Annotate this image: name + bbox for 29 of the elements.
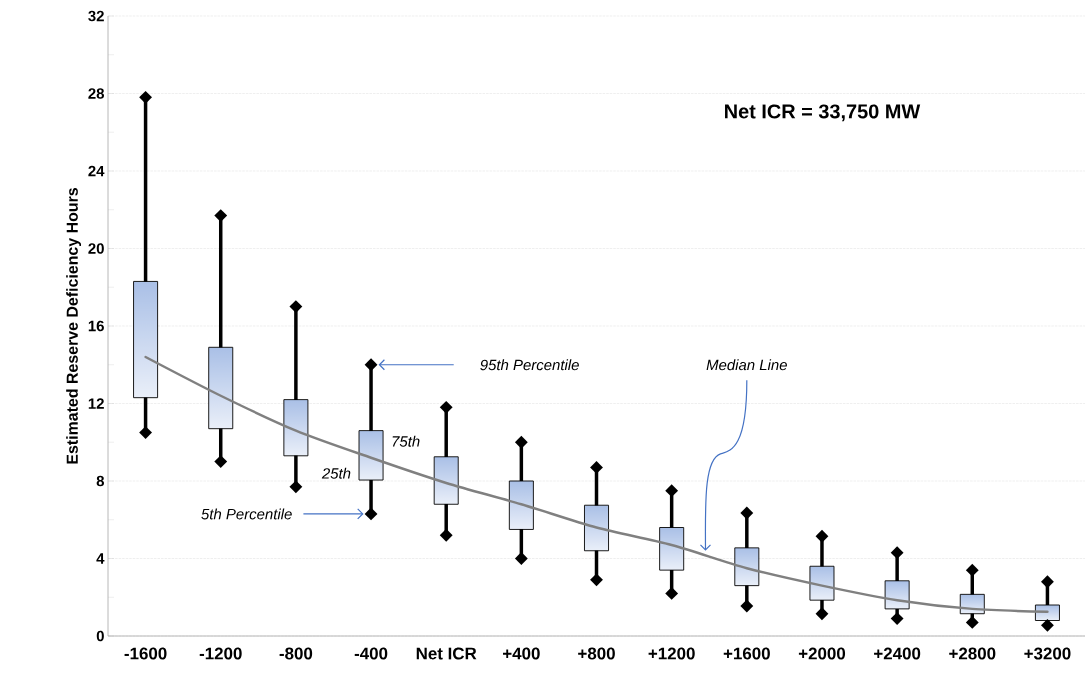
annotation: Net ICR = 33,750 MW <box>725 104 921 122</box>
x-tick-label: -800 <box>279 647 313 660</box>
annotation: 75th <box>392 435 420 447</box>
x-tick-label: +2000 <box>798 647 846 660</box>
x-tick-label: +3200 <box>1024 647 1071 660</box>
y-tick-label: 0 <box>96 630 104 642</box>
x-tick-label: -1600 <box>124 647 167 660</box>
y-tick-label: 28 <box>88 88 105 99</box>
x-tick-label: Net ICR <box>416 647 477 660</box>
x-tick-label: +2400 <box>874 647 921 660</box>
y-axis-title: Estimated Reserve Deficiency Hours <box>66 188 82 464</box>
y-tick-label: 12 <box>88 398 104 409</box>
y-tick-label: 4 <box>96 553 105 564</box>
y-tick-label: 24 <box>88 165 105 177</box>
x-tick-label: -1200 <box>199 647 242 660</box>
y-tick-label: 32 <box>88 10 104 22</box>
x-tick-label: +1200 <box>648 647 695 660</box>
x-tick-label: +400 <box>503 647 540 660</box>
annotation: Median Line <box>706 359 787 371</box>
x-tick-label: +2800 <box>949 647 996 660</box>
x-tick-label: -400 <box>354 647 388 660</box>
annotation: 95th Percentile <box>480 359 579 371</box>
annotation: 25th <box>321 467 351 479</box>
x-tick-label: +800 <box>578 647 615 660</box>
annotation: 5th Percentile <box>201 508 292 520</box>
y-tick-label: 16 <box>88 320 104 332</box>
x-tick-label: +1600 <box>723 647 770 660</box>
y-tick-label: 20 <box>88 243 104 254</box>
y-tick-label: 8 <box>96 475 105 487</box>
